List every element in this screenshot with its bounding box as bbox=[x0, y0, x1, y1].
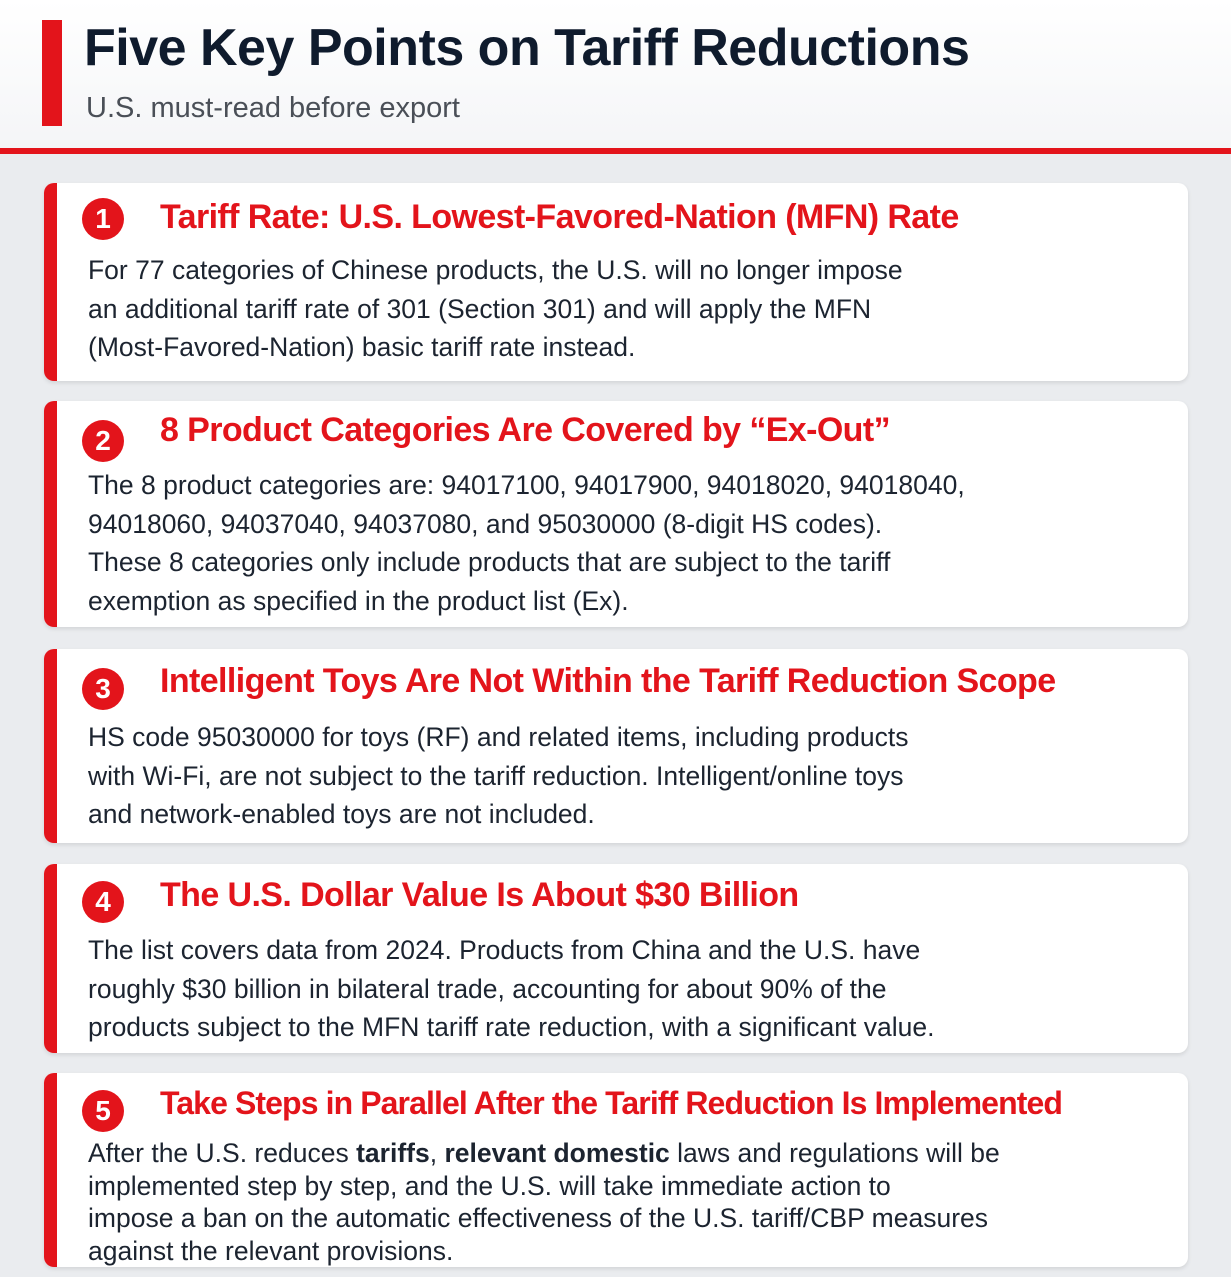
point-body-line: and network-enabled toys are not include… bbox=[88, 799, 595, 829]
point-body-text: , bbox=[429, 1138, 445, 1168]
card-accent-bar bbox=[44, 649, 57, 843]
header-accent-bar bbox=[42, 20, 62, 126]
point-body-line: products subject to the MFN tariff rate … bbox=[88, 1012, 935, 1042]
card-accent-bar bbox=[44, 183, 57, 381]
point-body-line: exemption as specified in the product li… bbox=[88, 585, 629, 616]
point-body-line: against the relevant provisions. bbox=[88, 1235, 454, 1266]
point-title: Take Steps in Parallel After the Tariff … bbox=[160, 1085, 1063, 1121]
point-number-badge: 1 bbox=[82, 198, 124, 240]
point-body-text: After the U.S. reduces bbox=[88, 1138, 357, 1168]
point-body-line: implemented step by step, and the U.S. w… bbox=[88, 1170, 891, 1201]
point-body-line: 94018060, 94037040, 94037080, and 950300… bbox=[88, 508, 883, 539]
point-body-emphasis: relevant domestic bbox=[444, 1138, 670, 1168]
point-body-line: (Most-Favored-Nation) basic tariff rate … bbox=[88, 332, 636, 362]
point-body-line: The 8 product categories are: 94017100, … bbox=[88, 470, 965, 500]
point-title: Tariff Rate: U.S. Lowest-Favored-Nation … bbox=[160, 198, 959, 236]
point-body-line: roughly $30 billion in bilateral trade, … bbox=[88, 973, 887, 1004]
header: Five Key Points on Tariff Reductions U.S… bbox=[0, 0, 1231, 150]
point-card-3: 3 Intelligent Toys Are Not Within the Ta… bbox=[44, 649, 1188, 843]
point-title: 8 Product Categories Are Covered by “Ex-… bbox=[160, 411, 891, 449]
point-number-badge: 2 bbox=[82, 420, 124, 462]
card-accent-bar bbox=[44, 1073, 57, 1267]
point-body-line: impose a ban on the automatic effectiven… bbox=[88, 1203, 989, 1233]
point-card-5: 5 Take Steps in Parallel After the Tarif… bbox=[44, 1073, 1188, 1267]
point-card-4: 4 The U.S. Dollar Value Is About $30 Bil… bbox=[44, 864, 1188, 1053]
header-divider bbox=[0, 148, 1231, 154]
point-body-line: an additional tariff rate of 301 (Sectio… bbox=[88, 293, 872, 324]
point-title: The U.S. Dollar Value Is About $30 Billi… bbox=[160, 876, 799, 914]
point-body: HS code 95030000 for toys (RF) and relat… bbox=[88, 718, 1158, 834]
point-body-line: with Wi-Fi, are not subject to the tarif… bbox=[88, 760, 904, 791]
point-number-badge: 4 bbox=[82, 881, 124, 923]
point-body-line: For 77 categories of Chinese products, t… bbox=[88, 255, 903, 285]
point-body: The 8 product categories are: 94017100, … bbox=[88, 466, 1158, 620]
page-title: Five Key Points on Tariff Reductions bbox=[84, 19, 970, 77]
card-accent-bar bbox=[44, 401, 57, 627]
point-body-text: laws and regulations will be bbox=[669, 1138, 1000, 1168]
point-number-badge: 3 bbox=[82, 668, 124, 710]
point-number-badge: 5 bbox=[82, 1090, 124, 1132]
point-body-line: These 8 categories only include products… bbox=[88, 547, 891, 577]
point-card-2: 2 8 Product Categories Are Covered by “E… bbox=[44, 401, 1188, 627]
point-body-emphasis: tariffs bbox=[356, 1138, 430, 1168]
point-title: Intelligent Toys Are Not Within the Tari… bbox=[160, 662, 1056, 700]
point-body: The list covers data from 2024. Products… bbox=[88, 931, 1158, 1047]
point-card-1: 1 Tariff Rate: U.S. Lowest-Favored-Natio… bbox=[44, 183, 1188, 381]
point-body-line: HS code 95030000 for toys (RF) and relat… bbox=[88, 722, 909, 752]
point-body: For 77 categories of Chinese products, t… bbox=[88, 251, 1158, 367]
point-body: After the U.S. reduces tariffs, relevant… bbox=[88, 1137, 1158, 1267]
card-accent-bar bbox=[44, 864, 57, 1053]
point-body-line: After the U.S. reduces tariffs, relevant… bbox=[88, 1137, 1158, 1170]
page-subtitle: U.S. must-read before export bbox=[86, 92, 460, 124]
point-body-line: The list covers data from 2024. Products… bbox=[88, 935, 921, 965]
